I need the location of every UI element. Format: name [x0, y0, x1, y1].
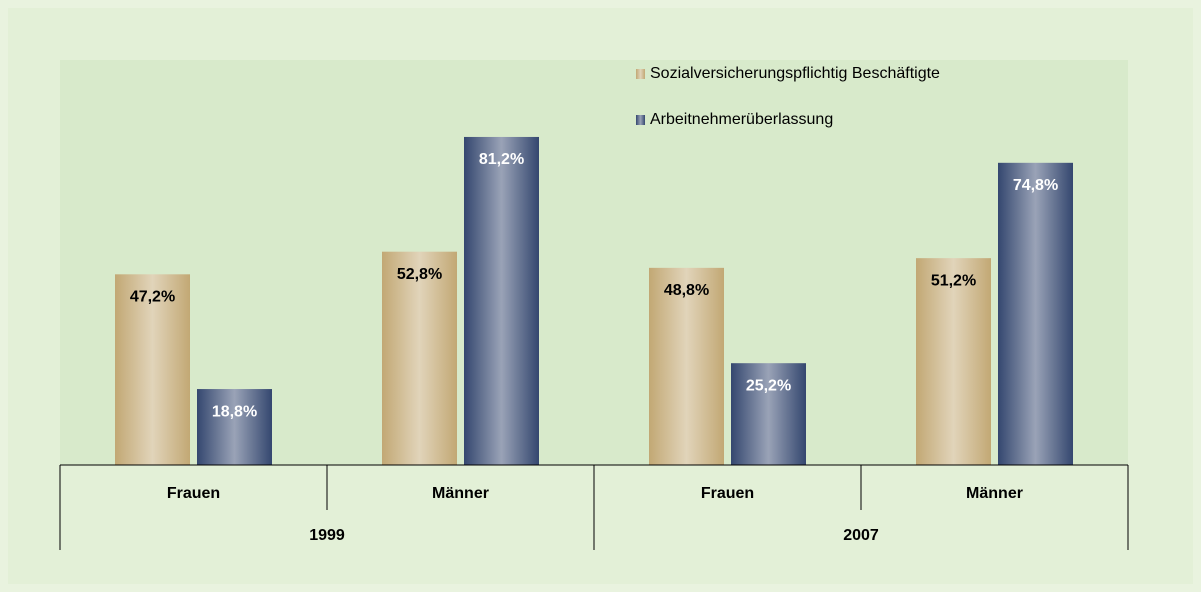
value-label: 52,8% [397, 266, 442, 283]
legend-swatch [636, 69, 645, 79]
x-tick-label: Männer [966, 485, 1023, 502]
bar [382, 251, 457, 465]
x-tick-label: Frauen [167, 485, 220, 502]
x-tick-label: Männer [432, 485, 489, 502]
value-label: 81,2% [479, 151, 524, 168]
value-label: 25,2% [746, 377, 791, 394]
legend-swatch [636, 115, 645, 125]
bar [731, 363, 806, 465]
bar [649, 267, 724, 465]
x-tick-label: Frauen [701, 485, 754, 502]
legend-label: Arbeitnehmerüberlassung [650, 111, 833, 128]
group-label: 2007 [843, 527, 879, 544]
legend-label: Sozialversicherungspflichtig Beschäftigt… [650, 65, 940, 82]
bar [115, 274, 190, 465]
bar [197, 389, 272, 465]
bar [916, 258, 991, 465]
value-label: 18,8% [212, 403, 257, 420]
group-label: 1999 [309, 527, 345, 544]
value-label: 47,2% [130, 289, 175, 306]
bar [464, 136, 539, 465]
value-label: 48,8% [664, 282, 709, 299]
value-label: 74,8% [1013, 177, 1058, 194]
value-label: 51,2% [931, 272, 976, 289]
bar [998, 162, 1073, 466]
